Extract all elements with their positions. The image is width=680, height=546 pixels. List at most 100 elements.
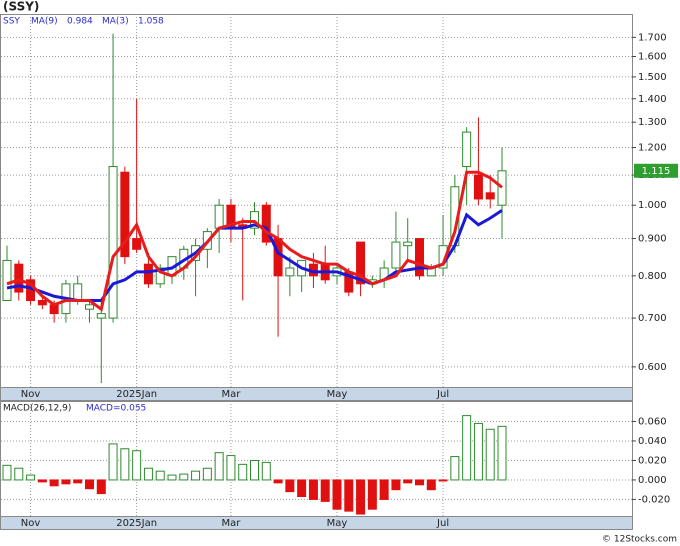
macd-bar — [344, 479, 354, 512]
x-tick-label: Mar — [221, 518, 241, 529]
macd-bar — [2, 464, 12, 481]
candle-body — [73, 283, 83, 301]
x-tick-label: Nov — [21, 389, 41, 400]
macd-bar — [462, 415, 472, 481]
macd-bar — [297, 479, 307, 498]
candle-body — [132, 238, 142, 250]
ma-line — [6, 170, 503, 312]
legend-entry: MA(3) — [102, 17, 129, 27]
y-tick-label: -0.020 — [638, 494, 670, 505]
macd-bar — [214, 452, 224, 481]
y-tick-label: 1.300 — [638, 117, 667, 128]
candle-body — [37, 299, 47, 306]
macd-bar — [73, 479, 83, 484]
x-axis-strip — [0, 387, 633, 401]
macd-bar — [320, 479, 330, 502]
y-tick-label: 0.060 — [638, 416, 667, 427]
macd-bar — [332, 479, 342, 510]
candle-body — [214, 204, 224, 229]
candle-body — [356, 241, 366, 285]
macd-title: MACD(26,12,9) — [3, 404, 71, 414]
candle-body — [85, 304, 94, 310]
y-tick-label: 1.400 — [638, 94, 667, 105]
x-axis-strip — [0, 516, 633, 530]
macd-bar — [308, 479, 318, 500]
macd-bar — [167, 474, 177, 481]
macd-bar — [379, 479, 389, 500]
candle-body — [473, 174, 483, 200]
macd-bar — [485, 428, 495, 481]
last-price-box — [634, 163, 678, 178]
y-tick-label: 0.020 — [638, 455, 667, 466]
y-tick-label: 1.700 — [638, 32, 667, 43]
candle-body — [250, 211, 259, 229]
y-tick-label: 1.200 — [638, 143, 667, 154]
macd-bar — [202, 467, 212, 481]
macd-bar — [450, 456, 460, 481]
y-tick-label: 0.700 — [638, 313, 667, 324]
x-tick-label: 2025Jan — [116, 518, 157, 529]
candle-body — [2, 259, 12, 301]
y-tick-label: 1.000 — [638, 200, 667, 211]
macd-bar — [438, 479, 448, 482]
macd-bar — [49, 479, 59, 487]
y-tick-label: 0.000 — [638, 475, 667, 486]
macd-bar — [473, 422, 483, 481]
legend-entry: MA(9) — [31, 17, 58, 27]
macd-bar — [415, 479, 424, 486]
candle-body — [155, 267, 165, 285]
candle-body — [143, 263, 153, 285]
price-panel — [0, 14, 633, 388]
candle-body — [108, 166, 118, 319]
last-price-label: 1.115 — [642, 166, 671, 177]
candle-body — [415, 238, 424, 277]
macd-bar — [391, 479, 401, 491]
x-tick-label: Nov — [21, 518, 41, 529]
macd-bar — [191, 470, 201, 481]
x-tick-label: May — [327, 389, 348, 400]
candle-body — [497, 170, 507, 206]
x-tick-label: May — [327, 518, 348, 529]
candle-body — [120, 171, 130, 258]
candle-body — [403, 241, 413, 247]
macd-bar — [403, 479, 413, 484]
candle-body — [261, 204, 271, 243]
macd-bar — [108, 443, 118, 481]
candle-body — [14, 263, 24, 293]
macd-bar — [26, 474, 36, 481]
macd-bar — [143, 467, 153, 481]
macd-bar — [14, 467, 24, 481]
y-tick-label: 1.500 — [638, 72, 667, 83]
macd-bar — [238, 463, 248, 481]
macd-bar — [85, 479, 94, 490]
legend-value: 1.058 — [138, 17, 164, 27]
macd-value: MACD=0.055 — [86, 404, 146, 414]
macd-bar — [497, 425, 507, 481]
macd-bar — [261, 461, 271, 481]
macd-bar — [155, 470, 165, 481]
x-tick-label: Jul — [436, 518, 449, 529]
footer: © 12Stocks.com — [602, 535, 677, 545]
y-tick-label: 0.800 — [638, 271, 667, 282]
macd-bar — [250, 459, 259, 481]
chart-title: (SSY) — [3, 0, 39, 14]
candle-body — [96, 313, 106, 319]
candle-body — [485, 192, 495, 200]
x-tick-label: 2025Jan — [116, 389, 157, 400]
y-tick-label: 0.040 — [638, 436, 667, 447]
macd-bar — [367, 479, 377, 510]
macd-bar — [120, 448, 130, 481]
macd-bar — [132, 450, 142, 481]
macd-bar — [273, 479, 283, 484]
macd-bar — [226, 455, 236, 481]
candle-body — [462, 131, 472, 168]
x-tick-label: Mar — [221, 389, 241, 400]
macd-bar — [356, 479, 366, 515]
x-tick-label: Jul — [436, 389, 449, 400]
legend-value: 0.984 — [67, 17, 93, 27]
macd-bar — [96, 479, 106, 495]
y-tick-label: 0.600 — [638, 362, 667, 373]
macd-bar — [37, 479, 47, 483]
macd-bar — [179, 473, 189, 481]
